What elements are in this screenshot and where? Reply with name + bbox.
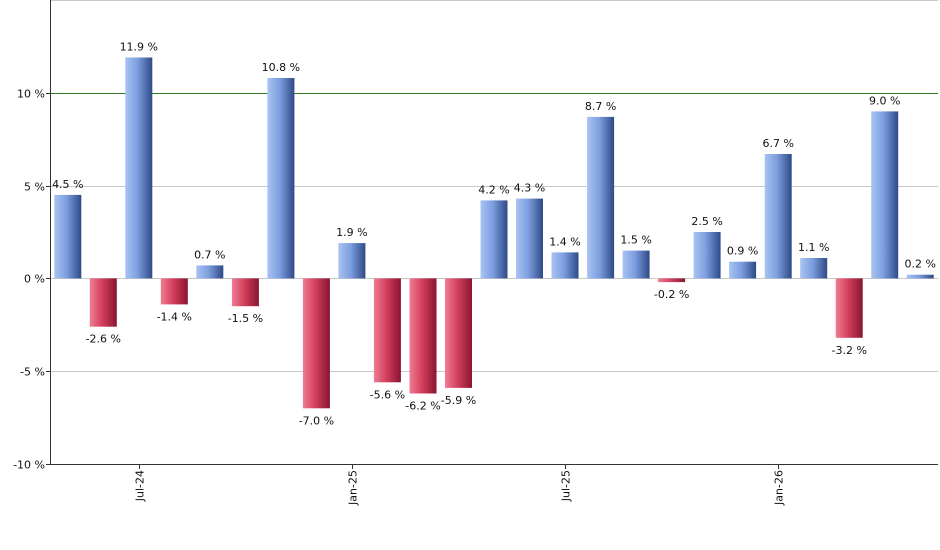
data-label: -1.4 % bbox=[157, 310, 192, 323]
bar bbox=[729, 261, 757, 279]
bar bbox=[373, 278, 401, 383]
data-label: 1.9 % bbox=[336, 226, 367, 239]
data-label: 6.7 % bbox=[762, 137, 793, 150]
y-tick-label: 10 % bbox=[17, 88, 45, 101]
data-label: 4.2 % bbox=[478, 183, 509, 196]
bar bbox=[764, 154, 792, 279]
bar bbox=[658, 278, 686, 283]
bar bbox=[231, 278, 259, 307]
bar bbox=[551, 252, 579, 279]
bar bbox=[267, 78, 295, 279]
data-label: 11.9 % bbox=[120, 41, 158, 54]
bar bbox=[409, 278, 437, 394]
x-tick-label: Jul-25 bbox=[560, 470, 573, 502]
y-tick-label: -5 % bbox=[20, 366, 45, 379]
bar bbox=[693, 232, 721, 279]
data-label: -5.9 % bbox=[441, 394, 476, 407]
bar bbox=[54, 194, 82, 279]
bar bbox=[622, 250, 650, 279]
bar bbox=[800, 258, 828, 279]
x-tick-label: Jan-26 bbox=[773, 470, 786, 506]
data-label: -2.6 % bbox=[86, 333, 121, 346]
data-label: -5.6 % bbox=[370, 388, 405, 401]
data-labels: 4.5 % -2.6 % 11.9 % -1.4 % 0.7 % -1.5 % 10.8 %… bbox=[52, 41, 936, 428]
y-tick-label: 5 % bbox=[24, 181, 45, 194]
x-tick-label: Jan-25 bbox=[347, 470, 360, 506]
data-label: 1.4 % bbox=[549, 235, 580, 248]
bar bbox=[196, 265, 224, 279]
data-label: -3.2 % bbox=[831, 344, 866, 357]
data-label: 1.5 % bbox=[620, 234, 651, 247]
data-label: 9.0 % bbox=[869, 94, 900, 107]
data-label: -7.0 % bbox=[299, 414, 334, 427]
bar bbox=[871, 111, 899, 279]
bar bbox=[835, 278, 863, 338]
bar bbox=[160, 278, 188, 305]
data-label: 8.7 % bbox=[585, 100, 616, 113]
data-label: 0.9 % bbox=[727, 245, 758, 258]
bar bbox=[587, 116, 615, 279]
data-label: 4.5 % bbox=[52, 178, 83, 191]
data-label: 2.5 % bbox=[691, 215, 722, 228]
data-label: 1.1 % bbox=[798, 241, 829, 254]
data-label: 0.7 % bbox=[194, 248, 225, 261]
bar bbox=[89, 278, 117, 327]
data-label: 10.8 % bbox=[262, 61, 300, 74]
axes: -10 % -5 % 0 % 5 % 10 % Jul-24 Jan-25 Jul-25 Jan… bbox=[13, 0, 938, 506]
y-tick-label: -10 % bbox=[13, 459, 45, 472]
data-label: -6.2 % bbox=[405, 400, 440, 413]
data-label: 4.3 % bbox=[514, 182, 545, 195]
bars bbox=[54, 57, 934, 409]
data-label: -1.5 % bbox=[228, 312, 263, 325]
bar bbox=[906, 274, 934, 279]
data-label: 0.2 % bbox=[904, 258, 935, 271]
x-tick-label: Jul-24 bbox=[134, 470, 147, 502]
data-label: -0.2 % bbox=[654, 288, 689, 301]
bar bbox=[480, 200, 508, 279]
bar bbox=[445, 278, 472, 388]
bar bbox=[338, 243, 366, 279]
bar bbox=[125, 57, 153, 279]
bar bbox=[516, 198, 543, 279]
y-tick-label: 0 % bbox=[24, 273, 45, 286]
bar bbox=[302, 278, 330, 409]
